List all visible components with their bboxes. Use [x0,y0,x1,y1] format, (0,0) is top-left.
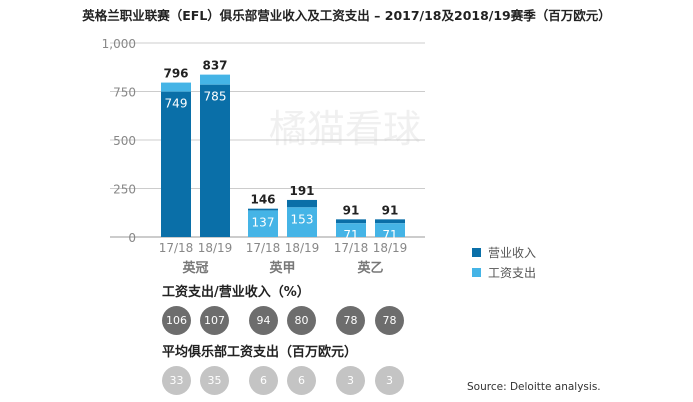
bar-bottom-segment [287,207,317,237]
group-label: 英冠 [181,260,208,276]
x-tick-label: 17/18 [159,241,194,255]
bar-top-segment [375,219,405,224]
ratio-title: 工资支出/营业收入（%） [162,285,310,300]
ratio_values-circle: 106 [162,306,191,335]
y-tick-label: 750 [113,86,136,100]
data-label-top: 796 [163,67,188,81]
bar-bottom-segment [336,223,366,237]
data-label-top: 91 [343,203,360,217]
legend-swatch [472,248,481,257]
data-label-top: 191 [289,184,314,198]
bar-bottom-segment [161,91,191,237]
chart-title: 英格兰职业联赛（EFL）俱乐部营业收入及工资支出 – 2017/18及2018/… [82,8,611,23]
x-tick-label: 18/19 [198,241,233,255]
ratio_values-circle: 78 [336,306,365,335]
data-label-inner: 785 [204,90,227,104]
x-tick-label: 18/19 [373,241,408,255]
bar-bottom-segment [375,223,405,237]
avg-wage-title: 平均俱乐部工资支出（百万欧元） [162,345,358,360]
ratio_values-circle: 78 [375,306,404,335]
ratio_values-circle: 80 [287,306,316,335]
data-label-top: 837 [202,59,227,73]
legend-swatch [472,268,481,277]
ratio_values-circle: 107 [200,306,229,335]
data-label-top: 146 [250,193,275,207]
group-label: 英甲 [268,260,295,276]
y-tick-label: 1,000 [102,37,136,51]
y-tick-label: 250 [113,183,136,197]
source-note: Source: Deloitte analysis. [467,381,601,393]
avg_values-circle: 6 [287,366,316,395]
bar-top-segment [161,82,191,92]
legend-label: 工资支出 [488,266,536,280]
avg_values-circle: 3 [375,366,404,395]
avg_values-circle: 3 [336,366,365,395]
bar-bottom-segment [200,84,230,238]
y-tick-label: 0 [128,231,136,245]
data-label-top: 91 [382,203,399,217]
avg_values-circle: 35 [200,366,229,395]
x-tick-label: 17/18 [246,241,281,255]
legend-label: 营业收入 [488,246,536,260]
ratio_values-circle: 94 [249,306,278,335]
data-label-inner: 71 [343,228,358,242]
data-label-inner: 153 [291,212,314,226]
bar-top-segment [336,219,366,224]
x-tick-label: 17/18 [334,241,369,255]
bar-bottom-segment [248,210,278,237]
data-label-inner: 137 [252,215,275,229]
watermark: 橘猫看球 [269,107,421,151]
y-tick-label: 500 [113,134,136,148]
data-label-inner: 71 [382,228,397,242]
data-label-inner: 749 [165,97,188,111]
x-tick-label: 18/19 [285,241,320,255]
bar-top-segment [200,74,230,85]
bar-top-segment [287,199,317,208]
bar-top-segment [248,208,278,211]
group-label: 英乙 [356,260,383,276]
avg_values-circle: 6 [249,366,278,395]
avg_values-circle: 33 [162,366,191,395]
